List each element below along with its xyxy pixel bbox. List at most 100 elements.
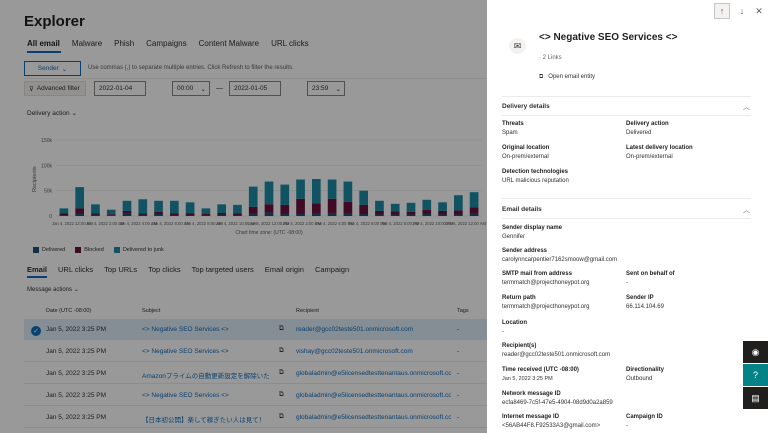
feedback-icon[interactable]: ▤: [743, 387, 768, 409]
bar-delivered: [138, 214, 148, 216]
start-date-input[interactable]: 2022-01-04: [94, 81, 146, 96]
bar-blocked: [122, 210, 132, 213]
bar-delivered: [264, 212, 274, 216]
legend-delivered[interactable]: Delivered: [33, 247, 65, 253]
bar-delivered: [59, 214, 69, 216]
range-separator: —: [216, 85, 223, 92]
open-icon[interactable]: ⧉: [279, 413, 284, 420]
original-location-label: Original location: [502, 145, 550, 151]
bar-blocked: [185, 213, 195, 215]
table-row[interactable]: ✓ Jan 5, 2022 3:25 PM <> Negative SEO Se…: [24, 319, 487, 340]
help-icon[interactable]: ?: [743, 364, 768, 386]
explorer-page: Explorer All email Malware Phish Campaig…: [24, 13, 487, 428]
tab-top-targeted-users[interactable]: Top targeted users: [191, 265, 254, 274]
bar-junk: [453, 195, 463, 211]
delivery-chart: 150k 100k 50k 0 Recipients Jan 4, 2022 12:00 …: [32, 138, 486, 236]
row-subject[interactable]: Amazonプライムの自動更新設定を解除いた: [142, 373, 270, 380]
row-recipient[interactable]: vishay@gcc02teste501.onmicrosoft.com: [296, 348, 413, 355]
return-path-value: termmatch@projecthoneypot.org: [502, 304, 590, 310]
tab-url-clicks-results[interactable]: URL clicks: [58, 265, 94, 274]
bar-junk: [106, 209, 116, 215]
arrow-up-icon[interactable]: ↑: [714, 3, 730, 19]
open-email-entity-link[interactable]: ⧉ Open email entity: [539, 74, 595, 81]
row-date: Jan 5, 2022 3:25 PM: [46, 326, 106, 333]
table-row[interactable]: Jan 5, 2022 3:25 PM Amazonプライムの自動更新設定を解除…: [24, 363, 487, 384]
tab-top-clicks[interactable]: Top clicks: [148, 265, 181, 274]
tab-url-clicks[interactable]: URL clicks: [271, 39, 309, 48]
internet-id-label: Internet message ID: [502, 414, 560, 420]
message-actions-dropdown[interactable]: Message actions ⌄: [27, 286, 79, 293]
smtp-value: termmatch@projecthoneypot.org: [502, 280, 590, 286]
arrow-down-icon[interactable]: ↓: [739, 6, 745, 16]
tab-malware[interactable]: Malware: [71, 39, 103, 48]
column-subject[interactable]: Subject: [142, 308, 161, 314]
bar-delivered: [154, 213, 163, 216]
checkmark-icon[interactable]: ✓: [31, 326, 41, 336]
delivery-action-dropdown[interactable]: Delivery action ⌄: [27, 109, 77, 117]
open-icon[interactable]: ⧉: [279, 391, 284, 398]
open-icon[interactable]: ⧉: [279, 369, 284, 376]
bar-delivered: [375, 214, 384, 216]
row-subject[interactable]: <> Negative SEO Services <>: [142, 326, 229, 333]
filter-icon: ⊽: [29, 85, 34, 93]
chevron-down-icon: ⌄: [335, 86, 341, 93]
tab-top-urls[interactable]: Top URLs: [104, 265, 138, 274]
tab-indicator: [27, 51, 61, 53]
row-recipient[interactable]: globaladmin@e5licensedtesttenantaus.onmi…: [296, 370, 451, 377]
row-recipient[interactable]: globaladmin@e5licensedtesttenantaus.onmi…: [296, 392, 451, 399]
sender-dropdown[interactable]: Sender ⌄: [24, 61, 81, 76]
tab-content-malware[interactable]: Content Malware: [198, 39, 260, 48]
row-recipient[interactable]: globaladmin@e5licensedtesttenantaus.onmi…: [296, 414, 451, 421]
bar-junk: [296, 179, 305, 199]
bar-junk: [185, 202, 195, 214]
table-row[interactable]: Jan 5, 2022 3:25 PM 【日本初公開】楽して稼ぎたい人は見て！ …: [24, 407, 487, 428]
column-recipient[interactable]: Recipient: [296, 308, 319, 314]
row-subject[interactable]: <> Negative SEO Services <>: [142, 392, 229, 399]
bar-blocked: [154, 211, 163, 214]
threats-value: Spam: [502, 130, 518, 136]
delivery-details-header[interactable]: Delivery details: [502, 103, 550, 110]
tab-phish[interactable]: Phish: [114, 39, 135, 48]
close-icon[interactable]: ✕: [755, 5, 763, 16]
bar-junk: [248, 186, 258, 207]
bar-junk: [406, 202, 416, 212]
legend-junk[interactable]: Delivered to junk: [113, 247, 164, 253]
bar-junk: [280, 184, 290, 205]
location-value: -: [502, 329, 504, 335]
bar-delivered: [469, 213, 479, 216]
legend-blocked[interactable]: Blocked: [75, 247, 104, 253]
start-time-select[interactable]: 00:00 ⌄: [172, 81, 210, 96]
end-time-select[interactable]: 23:59 ⌄: [307, 81, 345, 96]
open-icon[interactable]: ⧉: [279, 347, 284, 354]
divider: [24, 78, 487, 79]
chevron-up-icon[interactable]: ︿: [743, 207, 750, 214]
row-subject[interactable]: <> Negative SEO Services <>: [142, 348, 229, 355]
column-date[interactable]: Date (UTC -08:00): [46, 308, 92, 314]
email-details-header[interactable]: Email details: [502, 206, 542, 213]
chevron-up-icon[interactable]: ︿: [743, 104, 750, 111]
bar-delivered: [91, 214, 100, 216]
advanced-filter-button[interactable]: ⊽ Advanced filter: [24, 81, 86, 96]
table-header: Date (UTC -08:00) Subject Recipient Tags: [24, 306, 487, 318]
end-date-input[interactable]: 2022-01-05: [229, 81, 281, 96]
links-count: · 2 Links: [539, 55, 562, 61]
row-subject[interactable]: 【日本初公開】楽して稼ぎたい人は見て！: [142, 417, 266, 424]
bar-delivered: [280, 213, 290, 216]
tab-campaigns[interactable]: Campaigns: [146, 39, 187, 48]
table-row[interactable]: Jan 5, 2022 3:25 PM <> Negative SEO Serv…: [24, 385, 487, 406]
headset-icon[interactable]: ◉: [743, 341, 768, 363]
legend-swatch: [75, 247, 82, 253]
links-count-text: 2 Links: [542, 55, 562, 61]
start-date-value: 2022-01-04: [99, 85, 133, 92]
table-row[interactable]: Jan 5, 2022 3:25 PM <> Negative SEO Serv…: [24, 341, 487, 362]
row-recipient[interactable]: reader@gcc02teste501.onmicrosoft.com: [296, 326, 414, 333]
tab-campaign[interactable]: Campaign: [314, 265, 350, 274]
open-icon[interactable]: ⧉: [279, 325, 284, 332]
tab-email-origin[interactable]: Email origin: [264, 265, 304, 274]
bar-blocked: [343, 201, 353, 214]
bar-junk: [154, 200, 163, 212]
tab-all-email[interactable]: All email: [27, 39, 60, 48]
column-tags[interactable]: Tags: [457, 308, 469, 314]
tab-email[interactable]: Email: [27, 265, 48, 274]
bar-blocked: [233, 213, 242, 215]
